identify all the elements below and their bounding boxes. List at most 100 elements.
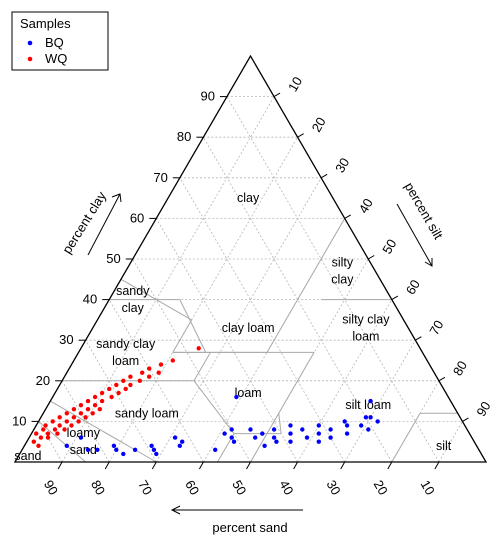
sand-axis-title: percent sand <box>212 520 287 535</box>
grid-line-sand-70 <box>85 339 157 463</box>
legend-marker-bq <box>27 40 33 46</box>
point-wq <box>43 423 48 428</box>
grid-line-silt-70 <box>344 339 416 463</box>
region-label-loam: loam <box>235 386 262 400</box>
silt-tick-label: 50 <box>379 236 399 256</box>
point-bq <box>154 451 159 457</box>
point-bq <box>274 439 279 444</box>
silt-tick-label: 70 <box>426 318 446 338</box>
point-bq <box>213 447 218 452</box>
class-boundary-14 <box>391 413 421 463</box>
clay-tick-label: 90 <box>200 89 214 104</box>
point-wq <box>52 427 58 432</box>
class-boundary-6 <box>172 319 193 353</box>
point-wq <box>64 411 70 416</box>
silt-axis-title: percent silt <box>402 180 447 242</box>
sand-tick-40 <box>293 461 299 470</box>
region-label-loamy-sand: sand <box>70 443 97 457</box>
clay-tick-label: 20 <box>36 373 50 388</box>
class-boundary-23 <box>278 413 282 434</box>
sand-tick-50 <box>246 461 251 470</box>
point-bq <box>85 447 91 452</box>
region-label-sandy-clay: sandy <box>116 284 150 298</box>
point-wq <box>92 403 98 408</box>
clay-tick-label: 30 <box>59 332 73 347</box>
silt-tick-label: 90 <box>473 399 493 419</box>
sand-tick-10 <box>434 461 440 470</box>
silt-tick-40 <box>344 214 351 219</box>
point-wq <box>147 366 152 371</box>
point-bq <box>180 439 185 444</box>
point-wq <box>109 394 114 400</box>
region-label-silty-clay-loam: silty clay <box>342 313 390 327</box>
region-label-silt-loam: silt loam <box>345 398 391 412</box>
point-bq <box>222 431 227 436</box>
point-bq <box>248 427 253 432</box>
region-label-silty-clay-loam: loam <box>352 330 379 344</box>
point-wq <box>69 423 74 428</box>
sand-tick-label: 80 <box>88 477 108 497</box>
point-wq <box>147 374 152 379</box>
texture-class-labels: clay silty clay sandy clay clay loam silty cla… <box>14 191 451 463</box>
sand-tick-label: 90 <box>41 477 61 497</box>
point-wq <box>36 443 41 448</box>
point-wq <box>99 390 105 396</box>
point-bq <box>78 435 84 440</box>
sand-tick-70 <box>151 461 157 470</box>
legend-box <box>11 11 109 71</box>
legend-label-bq: BQ <box>45 35 64 50</box>
silt-tick-90 <box>462 417 469 422</box>
point-bq <box>288 431 293 436</box>
point-wq <box>121 378 126 383</box>
region-label-clay: clay <box>237 191 260 205</box>
point-wq <box>97 407 103 412</box>
sand-tick-label: 50 <box>229 477 249 497</box>
point-bq <box>288 439 293 444</box>
point-bq <box>172 435 178 440</box>
region-label-sandy-loam: sandy loam <box>115 406 179 420</box>
point-bq <box>344 423 350 428</box>
legend-title: Samples <box>20 16 71 31</box>
silt-tick-label: 80 <box>450 358 470 378</box>
grid-line-sand-20 <box>203 136 393 463</box>
point-wq <box>156 370 161 375</box>
class-boundary-2 <box>297 218 346 300</box>
clay-axis-title-group: percent clay <box>59 188 109 256</box>
point-bq <box>316 431 321 436</box>
point-bq <box>304 435 310 440</box>
point-wq <box>71 415 77 420</box>
region-label-sandy-clay-loam: loam <box>112 354 139 368</box>
point-bq <box>271 427 277 432</box>
region-label-silty-clay: clay <box>331 273 354 287</box>
clay-tick-label: 70 <box>153 170 167 185</box>
sand-tick-label: 20 <box>371 477 391 497</box>
legend: Samples BQ WQ <box>11 11 109 71</box>
point-bq <box>231 439 237 444</box>
grid-line-silt-10 <box>61 96 275 463</box>
clay-tick-label: 10 <box>12 413 26 428</box>
grid-line-silt-20 <box>108 136 298 463</box>
clay-tick-label: 40 <box>83 292 97 307</box>
grid-line-silt-60 <box>297 299 393 463</box>
class-boundary-17 <box>193 380 235 434</box>
region-label-clay-loam: clay loam <box>222 321 275 335</box>
point-wq <box>34 431 39 436</box>
point-bq <box>95 447 100 452</box>
point-bq <box>359 423 364 428</box>
point-bq <box>368 398 373 404</box>
clay-tick-label: 60 <box>130 210 144 225</box>
point-bq <box>234 394 239 400</box>
clay-axis-arrowhead <box>111 193 122 203</box>
point-bq <box>177 443 182 448</box>
silt-tick-50 <box>367 255 375 260</box>
point-wq <box>83 415 88 420</box>
point-bq <box>111 443 117 448</box>
point-wq <box>38 435 44 440</box>
point-wq <box>41 427 46 432</box>
sand-tick-20 <box>387 461 393 470</box>
silt-tick-30 <box>320 173 328 179</box>
silt-axis-title-group: percent silt <box>402 180 447 242</box>
silt-axis-arrow <box>396 203 433 267</box>
silt-tick-60 <box>391 295 399 301</box>
point-wq <box>57 423 62 428</box>
